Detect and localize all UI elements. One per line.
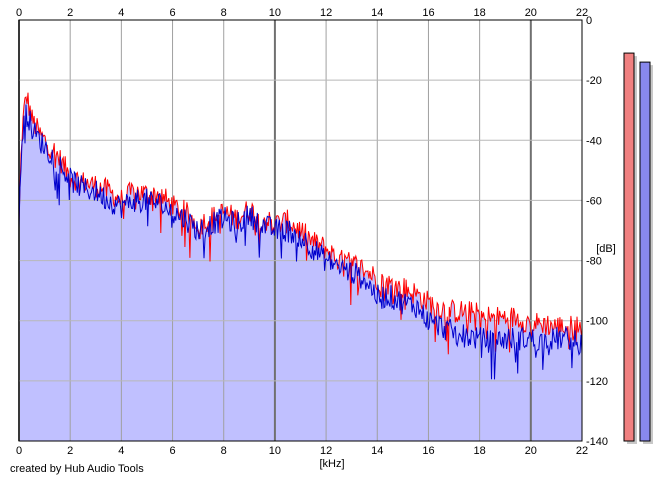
x-tick-label-top: 10: [269, 7, 281, 19]
spectrum-line-red: [18, 92, 583, 355]
x-tick-label-bottom: 8: [221, 445, 227, 457]
plot-border: [18, 19, 583, 442]
x-tick-label-bottom: 2: [67, 445, 73, 457]
x-tick-label-bottom: 6: [169, 445, 175, 457]
x-tick-label-top: 12: [320, 7, 332, 19]
x-tick-label-top: 8: [221, 7, 227, 19]
x-axis-label: [kHz]: [319, 458, 344, 470]
x-tick-label-top: 0: [16, 7, 22, 19]
x-tick-label-top: 20: [525, 7, 537, 19]
x-tick-label-top: 18: [474, 7, 486, 19]
y-tick-label: -40: [586, 135, 602, 147]
spectrum-series: [18, 92, 583, 380]
credit-text: created by Hub Audio Tools: [10, 463, 144, 475]
x-tick-label-bottom: 12: [320, 445, 332, 457]
y-tick-label: -80: [586, 256, 602, 268]
x-tick-label-top: 2: [67, 7, 73, 19]
x-tick-label-top: 14: [371, 7, 383, 19]
spectrum-fill: [19, 92, 582, 441]
y-tick-labels: 0 -20 -40 -60 -80 -100 -120 -140: [586, 15, 608, 448]
x-tick-label-bottom: 20: [525, 445, 537, 457]
x-tick-labels-top: 0 2 4 6 8 10 12 14 16 18 20 22: [16, 7, 588, 19]
level-meters: [623, 52, 653, 444]
x-tick-label-top: 4: [118, 7, 124, 19]
x-tick-label-bottom: 16: [422, 445, 434, 457]
y-tick-label: 0: [586, 15, 592, 27]
level-meter-bar: [623, 52, 635, 442]
x-tick-label-bottom: 22: [576, 445, 588, 457]
y-axis-label: [dB]: [596, 243, 616, 255]
y-tick-label: -20: [586, 75, 602, 87]
x-tick-label-bottom: 4: [118, 445, 124, 457]
x-tick-label-top: 22: [576, 7, 588, 19]
y-tick-label: -120: [586, 376, 608, 388]
x-tick-labels-bottom: 0 2 4 6 8 10 12 14 16 18 20 22: [16, 445, 588, 457]
x-tick-label-bottom: 14: [371, 445, 383, 457]
y-tick-label: -100: [586, 316, 608, 328]
plot-frame: [18, 19, 583, 442]
level-meter-bar: [639, 61, 651, 442]
x-tick-label-bottom: 10: [269, 445, 281, 457]
y-tick-label: -140: [586, 436, 608, 448]
spectrum-area: [19, 92, 582, 441]
x-tick-label-top: 6: [169, 7, 175, 19]
spectrum-line-blue: [18, 104, 583, 380]
x-tick-label-bottom: 18: [474, 445, 486, 457]
x-tick-label-top: 16: [422, 7, 434, 19]
x-tick-label-bottom: 0: [16, 445, 22, 457]
y-tick-label: -60: [586, 195, 602, 207]
